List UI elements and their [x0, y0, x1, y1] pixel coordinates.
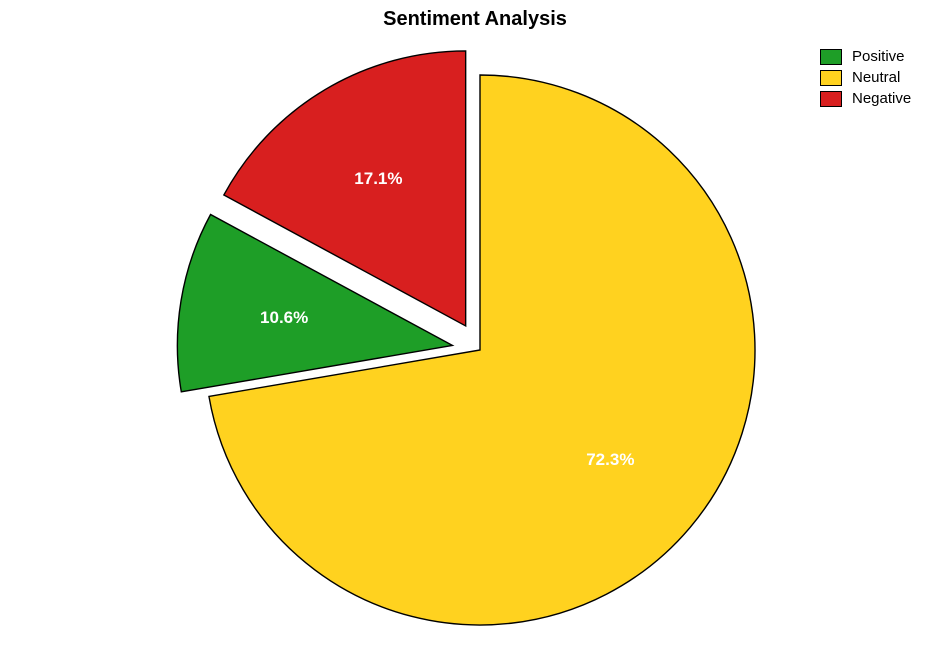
legend-item-positive: Positive — [820, 48, 911, 65]
legend-item-neutral: Neutral — [820, 69, 911, 86]
slice-label-neutral: 72.3% — [586, 450, 634, 470]
legend: Positive Neutral Negative — [820, 48, 911, 111]
slice-label-negative: 17.1% — [354, 169, 402, 189]
slice-label-positive: 10.6% — [260, 308, 308, 328]
legend-label: Neutral — [852, 69, 900, 86]
legend-label: Negative — [852, 90, 911, 107]
legend-label: Positive — [852, 48, 905, 65]
legend-swatch — [820, 91, 842, 107]
legend-item-negative: Negative — [820, 90, 911, 107]
legend-swatch — [820, 49, 842, 65]
legend-swatch — [820, 70, 842, 86]
pie-chart — [0, 0, 950, 662]
